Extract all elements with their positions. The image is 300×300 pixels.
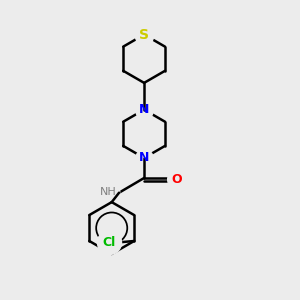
Point — [142, 107, 146, 112]
Point — [142, 155, 146, 160]
Text: NH: NH — [100, 187, 116, 197]
Text: O: O — [171, 173, 182, 186]
Text: N: N — [139, 152, 149, 164]
Text: S: S — [139, 28, 149, 42]
Point — [106, 190, 110, 194]
Text: Cl: Cl — [102, 236, 115, 249]
Point — [142, 32, 146, 37]
Point — [174, 177, 179, 182]
Point — [106, 240, 111, 245]
Text: N: N — [139, 103, 149, 116]
